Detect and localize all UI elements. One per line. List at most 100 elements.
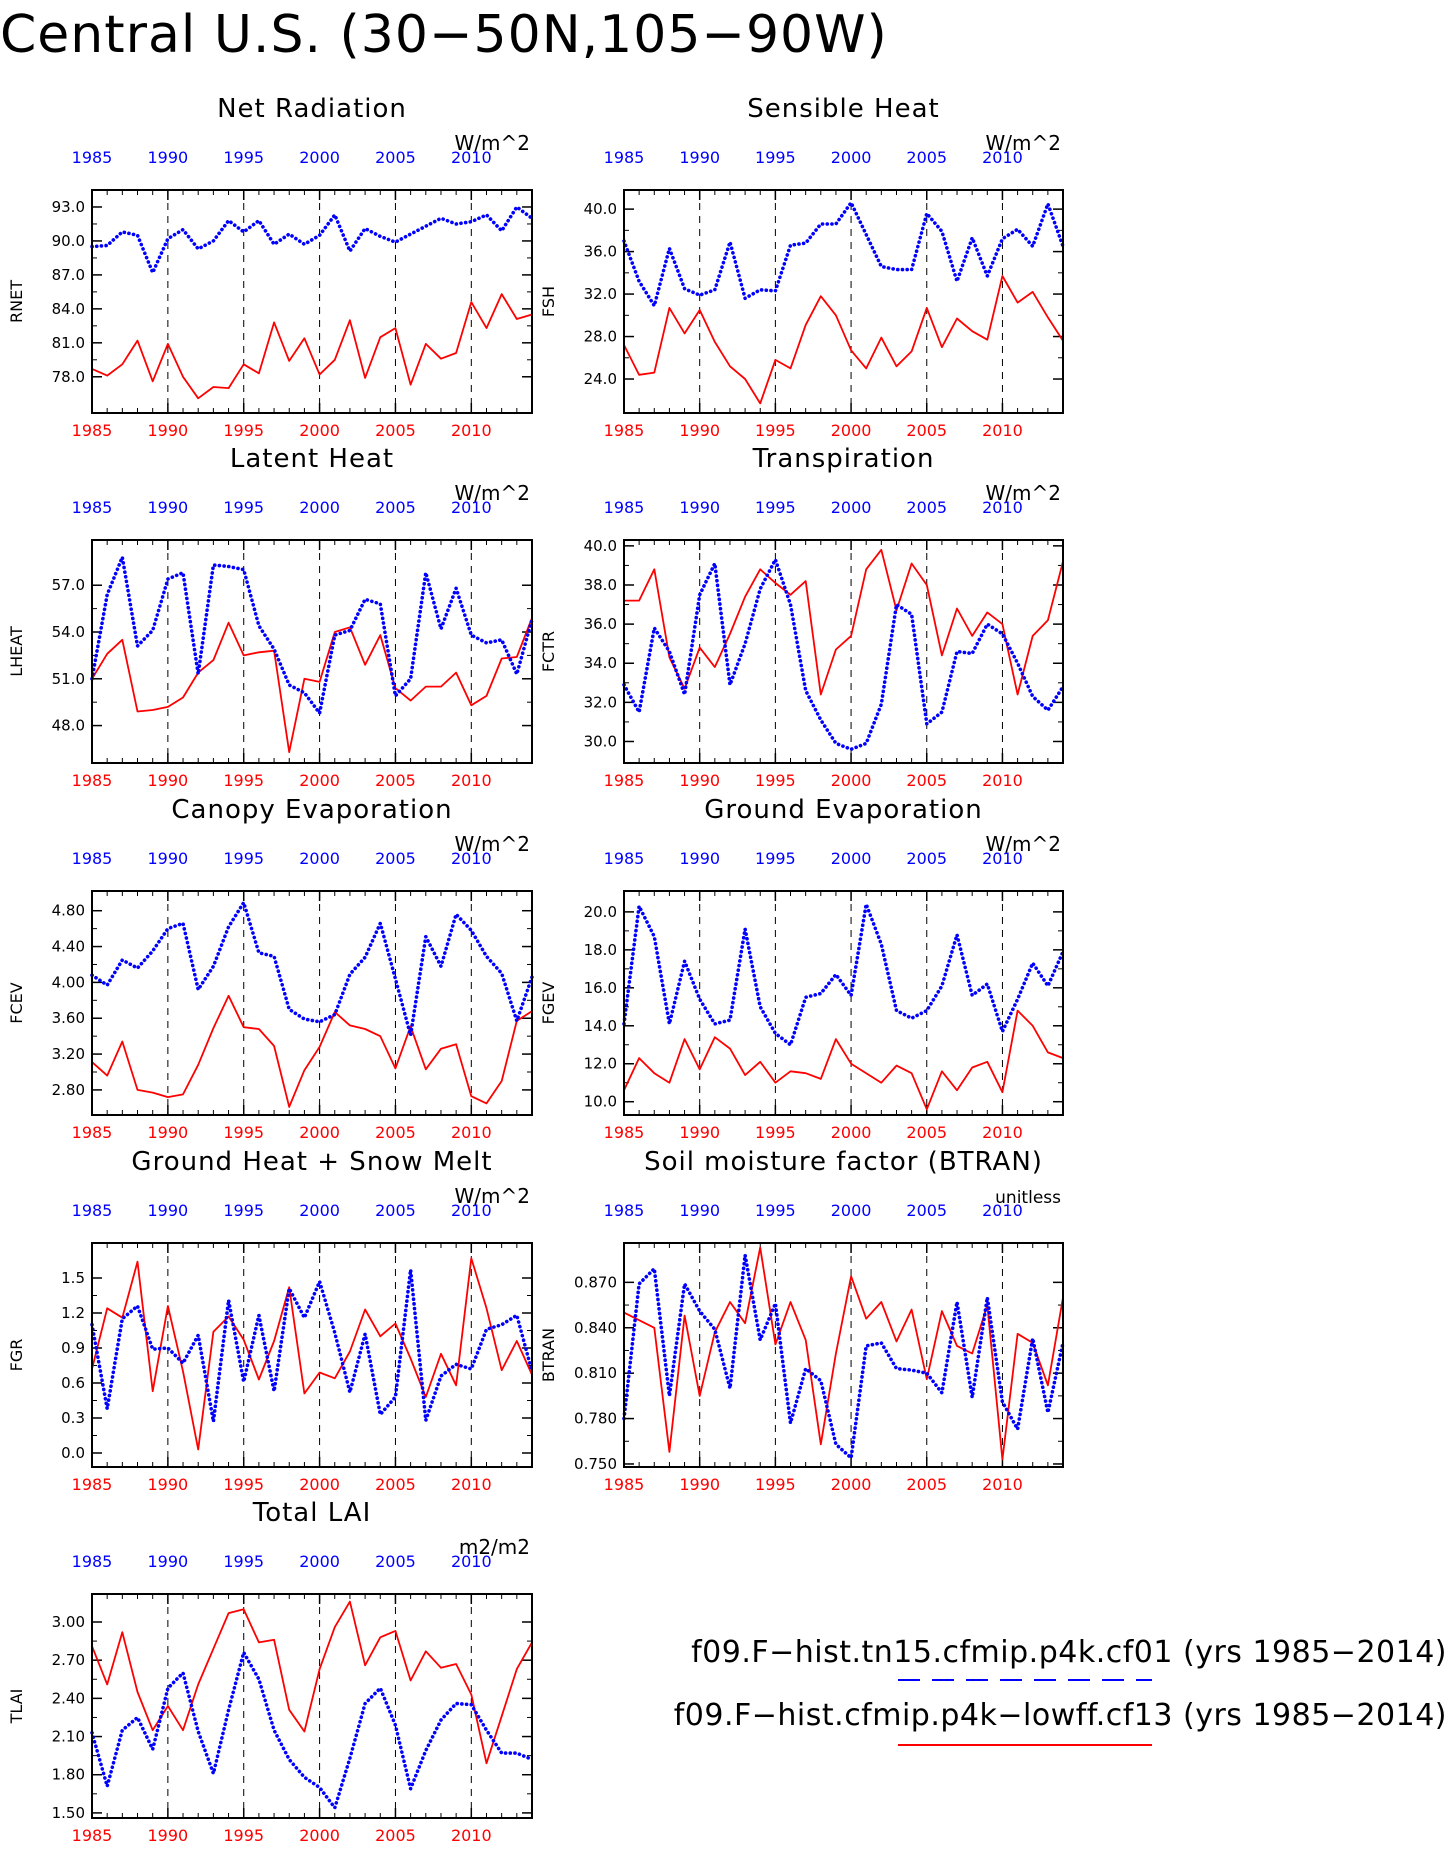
series-line-blue [90, 205, 534, 275]
series-line-red [91, 994, 533, 1108]
y-tick-label: 34.0 [584, 654, 617, 672]
y-tick-label: 0.810 [574, 1364, 617, 1382]
x-tick-label-top: 2000 [831, 148, 872, 167]
x-tick-label-top: 1990 [148, 849, 189, 868]
x-tick-label-bottom: 1985 [604, 421, 645, 440]
x-tick-label-top: 2000 [299, 498, 340, 517]
panel-title: Ground Heat + Snow Melt [131, 1147, 492, 1177]
panel-title: Soil moisture factor (BTRAN) [644, 1147, 1043, 1177]
x-tick-label-top: 1990 [679, 1201, 720, 1220]
x-tick-label-top: 2010 [451, 1201, 492, 1220]
x-tick-label-bottom: 1995 [755, 1123, 796, 1142]
x-tick-label-bottom: 2000 [299, 1123, 340, 1142]
panel-title: Total LAI [252, 1498, 372, 1528]
x-tick-label-top: 2000 [831, 498, 872, 517]
y-tick-label: 40.0 [584, 200, 617, 218]
x-tick-label-bottom: 2010 [451, 421, 492, 440]
x-tick-label-top: 1995 [223, 498, 264, 517]
y-tick-label: 2.40 [52, 1689, 85, 1707]
x-tick-label-top: 2010 [982, 498, 1023, 517]
y-tick-label: 10.0 [584, 1093, 617, 1111]
y-tick-label: 20.0 [584, 903, 617, 921]
series-line-red [623, 1246, 1064, 1461]
x-tick-label-top: 2005 [375, 148, 416, 167]
x-tick-label-top: 2010 [451, 1552, 492, 1571]
series-line-red [91, 293, 533, 400]
y-tick-label: 0.0 [61, 1444, 85, 1462]
x-tick-label-top: 2010 [451, 148, 492, 167]
series-line-red [91, 617, 533, 753]
x-tick-label-bottom: 2005 [375, 771, 416, 790]
x-tick-label-top: 2000 [299, 148, 340, 167]
x-tick-label-top: 2010 [451, 849, 492, 868]
y-tick-label: 1.50 [52, 1804, 85, 1822]
y-tick-label: 36.0 [584, 243, 617, 261]
x-tick-label-bottom: 1985 [604, 771, 645, 790]
x-tick-label-bottom: 1990 [148, 421, 189, 440]
x-tick-label-bottom: 2000 [831, 771, 872, 790]
x-tick-label-top: 1995 [223, 849, 264, 868]
y-tick-label: 40.0 [584, 537, 617, 555]
x-tick-label-bottom: 2000 [299, 421, 340, 440]
x-tick-label-bottom: 1985 [72, 1826, 113, 1845]
series-line-blue [90, 1650, 534, 1810]
y-tick-label: 16.0 [584, 979, 617, 997]
x-tick-label-bottom: 2005 [906, 421, 947, 440]
x-tick-label-top: 2005 [906, 849, 947, 868]
panel-title: Sensible Heat [747, 94, 939, 124]
x-tick-label-bottom: 1995 [223, 1475, 264, 1494]
y-tick-label: 2.80 [52, 1081, 85, 1099]
units-label: W/m^2 [986, 481, 1061, 505]
x-tick-label-bottom: 1995 [223, 1826, 264, 1845]
x-tick-label-bottom: 2005 [906, 1475, 947, 1494]
x-tick-label-bottom: 2000 [831, 421, 872, 440]
x-tick-label-top: 1995 [223, 1552, 264, 1571]
y-tick-label: 3.60 [52, 1009, 85, 1027]
x-tick-label-bottom: 1985 [72, 1475, 113, 1494]
x-tick-label-top: 1985 [72, 498, 113, 517]
series-line-blue [90, 1268, 534, 1424]
y-tick-label: 30.0 [584, 732, 617, 750]
y-tick-label: 0.780 [574, 1410, 617, 1428]
chart-panel-3: Latent Heat LHEAT W/m^2 1985 1985 1990 1990 199… [7, 444, 534, 790]
y-tick-label: 2.10 [52, 1728, 85, 1746]
x-tick-label-bottom: 1990 [679, 1123, 720, 1142]
x-tick-label-bottom: 1985 [604, 1475, 645, 1494]
series-line-red [623, 1009, 1064, 1111]
plot-frame [91, 890, 533, 1116]
x-tick-label-bottom: 1990 [148, 1826, 189, 1845]
y-tick-label: 32.0 [584, 693, 617, 711]
x-tick-label-bottom: 1985 [72, 771, 113, 790]
chart-panel-4: Transpiration FCTR W/m^2 1985 1985 1990 1990 19… [539, 444, 1065, 790]
x-tick-label-top: 1990 [148, 1201, 189, 1220]
y-tick-label: 51.0 [52, 670, 85, 688]
x-tick-label-top: 2005 [906, 1201, 947, 1220]
y-tick-label: 1.80 [52, 1766, 85, 1784]
series-line-red [91, 1257, 533, 1451]
x-tick-label-bottom: 2010 [451, 1475, 492, 1494]
y-tick-label: 32.0 [584, 285, 617, 303]
y-tick-label: 36.0 [584, 615, 617, 633]
x-tick-label-top: 1990 [679, 498, 720, 517]
x-tick-label-bottom: 2005 [375, 1123, 416, 1142]
x-tick-label-bottom: 2000 [299, 1826, 340, 1845]
x-tick-label-top: 2000 [299, 1201, 340, 1220]
x-tick-label-top: 1985 [72, 849, 113, 868]
figure-title: Central U.S. (30−50N,105−90W) [0, 5, 888, 65]
y-tick-label: 1.2 [61, 1304, 85, 1322]
series-line-red [624, 548, 1064, 696]
legend: f09.F−hist.tn15.cfmip.p4k.cf01 (yrs 1985… [674, 1635, 1447, 1746]
x-tick-label-top: 1990 [148, 148, 189, 167]
x-tick-label-top: 2000 [831, 1201, 872, 1220]
y-tick-label: 0.870 [574, 1273, 617, 1291]
plot-frame [91, 1242, 533, 1468]
y-tick-label: 0.840 [574, 1319, 617, 1337]
units-label: W/m^2 [455, 1184, 530, 1208]
x-tick-label-top: 1985 [604, 148, 645, 167]
x-tick-label-bottom: 2010 [982, 421, 1023, 440]
y-tick-label: 48.0 [52, 717, 85, 735]
x-tick-label-top: 2005 [375, 849, 416, 868]
x-tick-label-bottom: 2010 [982, 1475, 1023, 1494]
series-line-blue [622, 1253, 1065, 1460]
x-tick-label-top: 2005 [375, 498, 416, 517]
